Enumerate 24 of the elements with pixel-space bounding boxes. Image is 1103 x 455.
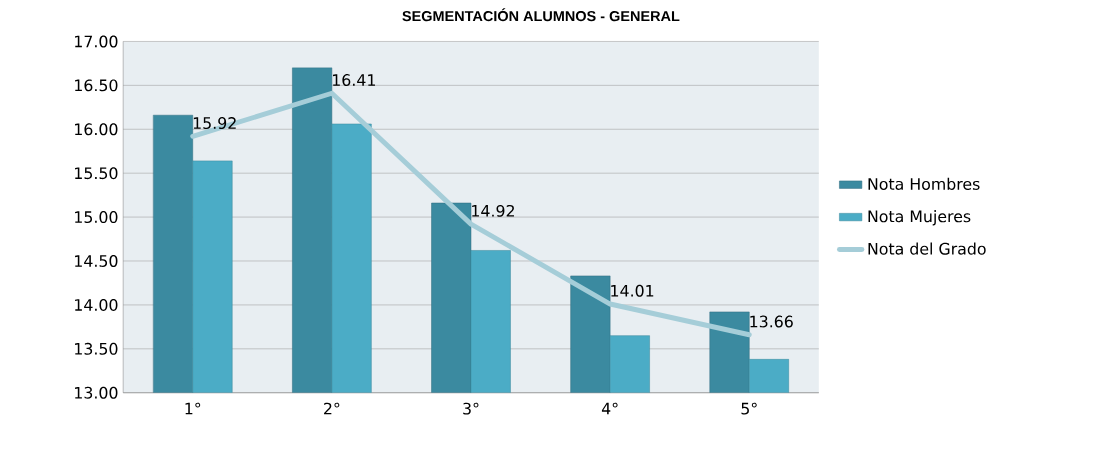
x-tick-label: 1°	[185, 402, 201, 415]
y-tick-label: 17.00	[75, 35, 118, 48]
data-label: 14.92	[472, 204, 514, 217]
y-tick-label: 13.00	[75, 386, 118, 399]
y-tick-label: 14.00	[75, 298, 118, 311]
y-tick-label: 13.50	[75, 342, 118, 355]
y-tick-label: 14.50	[75, 255, 118, 268]
x-tick-label: 4°	[601, 402, 618, 415]
data-label: 14.01	[611, 284, 654, 297]
y-tick-label: 15.00	[75, 211, 118, 224]
data-label: 15.92	[193, 117, 236, 130]
y-tick-label: 16.00	[75, 123, 118, 136]
y-tick-label: 15.50	[75, 167, 118, 180]
x-tick-label: 5°	[741, 402, 757, 415]
y-tick-label: 16.50	[75, 79, 118, 92]
legend-label: Nota Hombres	[868, 177, 980, 190]
legend-label: Nota del Grado	[868, 242, 986, 255]
x-tick-label: 3°	[463, 402, 479, 415]
x-tick-label: 2°	[324, 402, 340, 415]
line-series	[190, 90, 752, 338]
chart-title: SEGMENTACIÓN ALUMNOS - GENERAL	[402, 8, 680, 22]
data-label: 13.66	[750, 315, 793, 328]
data-label: 16.41	[332, 74, 375, 87]
legend-label: Nota Mujeres	[868, 210, 971, 226]
